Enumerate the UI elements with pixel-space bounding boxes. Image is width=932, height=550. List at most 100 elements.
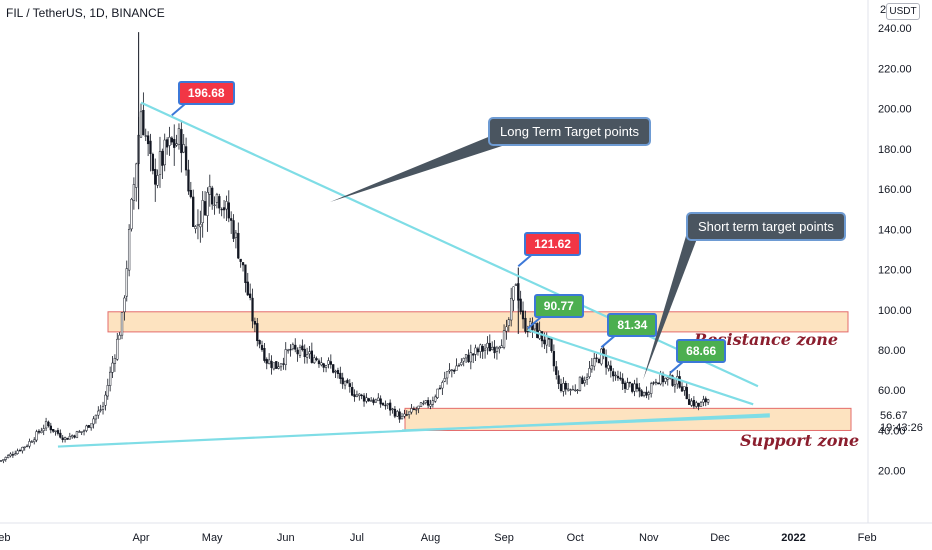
y-axis-top-label: 2 bbox=[880, 4, 887, 16]
candle-body bbox=[187, 169, 190, 192]
candle-body bbox=[113, 357, 117, 364]
candle-body bbox=[73, 435, 76, 438]
x-tick-label: Feb bbox=[0, 532, 10, 544]
candle-body bbox=[367, 398, 370, 402]
candle-body bbox=[633, 383, 636, 392]
candle-body bbox=[434, 396, 437, 402]
candle-body bbox=[246, 281, 249, 296]
candle-body bbox=[391, 408, 394, 410]
candle-body bbox=[460, 362, 463, 365]
price-label-pointer bbox=[171, 102, 187, 117]
candle-body bbox=[403, 413, 406, 417]
candle-body bbox=[315, 358, 318, 361]
candle-body bbox=[123, 297, 126, 313]
resistance-zone-label: Resistance zone bbox=[694, 330, 839, 349]
candle-body bbox=[35, 431, 38, 441]
support-zone-label: Support zone bbox=[740, 431, 860, 450]
resistance-zone bbox=[107, 311, 849, 333]
candle-body bbox=[151, 153, 155, 171]
candle-body bbox=[505, 326, 508, 332]
candle-body bbox=[647, 392, 650, 395]
y-tick-label: 200.00 bbox=[878, 104, 912, 116]
candle-body bbox=[360, 394, 363, 397]
candle-body bbox=[33, 439, 36, 443]
candle-body bbox=[135, 163, 138, 188]
candle-body bbox=[498, 347, 501, 350]
candle-body bbox=[99, 409, 102, 411]
candle-body bbox=[267, 359, 271, 364]
candle-body bbox=[184, 146, 188, 171]
candle-body bbox=[305, 354, 309, 358]
candle-body bbox=[569, 389, 572, 391]
candle-body bbox=[310, 350, 313, 363]
candle-body bbox=[149, 140, 152, 154]
x-tick-label: 2022 bbox=[781, 532, 805, 544]
candle-body bbox=[559, 383, 563, 391]
candle-body bbox=[199, 223, 202, 228]
candle-body bbox=[196, 223, 200, 226]
y-tick-label: 100.00 bbox=[878, 305, 912, 317]
candle-body bbox=[426, 400, 430, 406]
candle-body bbox=[396, 411, 399, 417]
candle-body bbox=[170, 137, 173, 143]
candle-body bbox=[652, 382, 655, 384]
candles-layer bbox=[0, 32, 710, 464]
candle-body bbox=[215, 194, 219, 203]
candle-body bbox=[42, 428, 45, 431]
candle-body bbox=[362, 395, 366, 402]
candle-body bbox=[704, 398, 707, 403]
candle-body bbox=[476, 348, 480, 353]
candle-body bbox=[512, 286, 515, 301]
chart-title: FIL / TetherUS, 1D, BINANCE bbox=[6, 6, 165, 20]
candle-body bbox=[597, 359, 601, 364]
candle-body bbox=[52, 429, 55, 432]
candle-body bbox=[445, 371, 449, 379]
candle-body bbox=[389, 402, 392, 411]
candle-body bbox=[329, 361, 332, 365]
candle-body bbox=[441, 382, 444, 389]
candle-body bbox=[521, 310, 525, 320]
short-term-resistance bbox=[527, 328, 754, 406]
candle-body bbox=[61, 437, 64, 440]
candle-body bbox=[398, 411, 401, 420]
candle-body bbox=[63, 437, 67, 440]
candle-body bbox=[56, 430, 60, 434]
candle-body bbox=[431, 400, 435, 405]
price-label-90-77: 90.77 bbox=[533, 294, 584, 319]
candle-body bbox=[30, 441, 33, 443]
candle-body bbox=[671, 375, 674, 386]
candle-body bbox=[127, 229, 131, 271]
candle-body bbox=[500, 345, 503, 349]
candle-body bbox=[555, 366, 558, 375]
candle-body bbox=[194, 226, 197, 229]
candle-body bbox=[222, 207, 226, 211]
candle-body bbox=[82, 430, 86, 432]
candle-body bbox=[154, 168, 157, 185]
candle-body bbox=[507, 319, 510, 326]
candle-body bbox=[165, 139, 169, 148]
candle-body bbox=[370, 400, 373, 402]
candle-body bbox=[702, 399, 705, 403]
candle-body bbox=[635, 383, 639, 389]
candle-body bbox=[621, 378, 624, 384]
candle-body bbox=[495, 347, 499, 352]
candle-body bbox=[564, 382, 567, 390]
candle-body bbox=[253, 321, 257, 325]
candle-body bbox=[419, 402, 423, 407]
candle-body bbox=[353, 394, 356, 397]
y-tick-label: 180.00 bbox=[878, 144, 912, 156]
candle-body bbox=[493, 346, 496, 354]
candle-body bbox=[11, 454, 15, 456]
candle-body bbox=[21, 446, 24, 452]
candle-body bbox=[536, 323, 539, 338]
candle-body bbox=[49, 425, 52, 431]
candle-body bbox=[379, 398, 382, 405]
candle-body bbox=[443, 378, 446, 382]
currency-button[interactable]: USDT bbox=[886, 3, 920, 20]
candle-body bbox=[256, 323, 259, 342]
candle-body bbox=[44, 421, 48, 429]
y-axis: 20.00 40.00 60.00 80.00 100.00 120.00 140.00 16… bbox=[867, 0, 912, 523]
candle-body bbox=[234, 232, 238, 238]
candle-body bbox=[533, 323, 537, 330]
